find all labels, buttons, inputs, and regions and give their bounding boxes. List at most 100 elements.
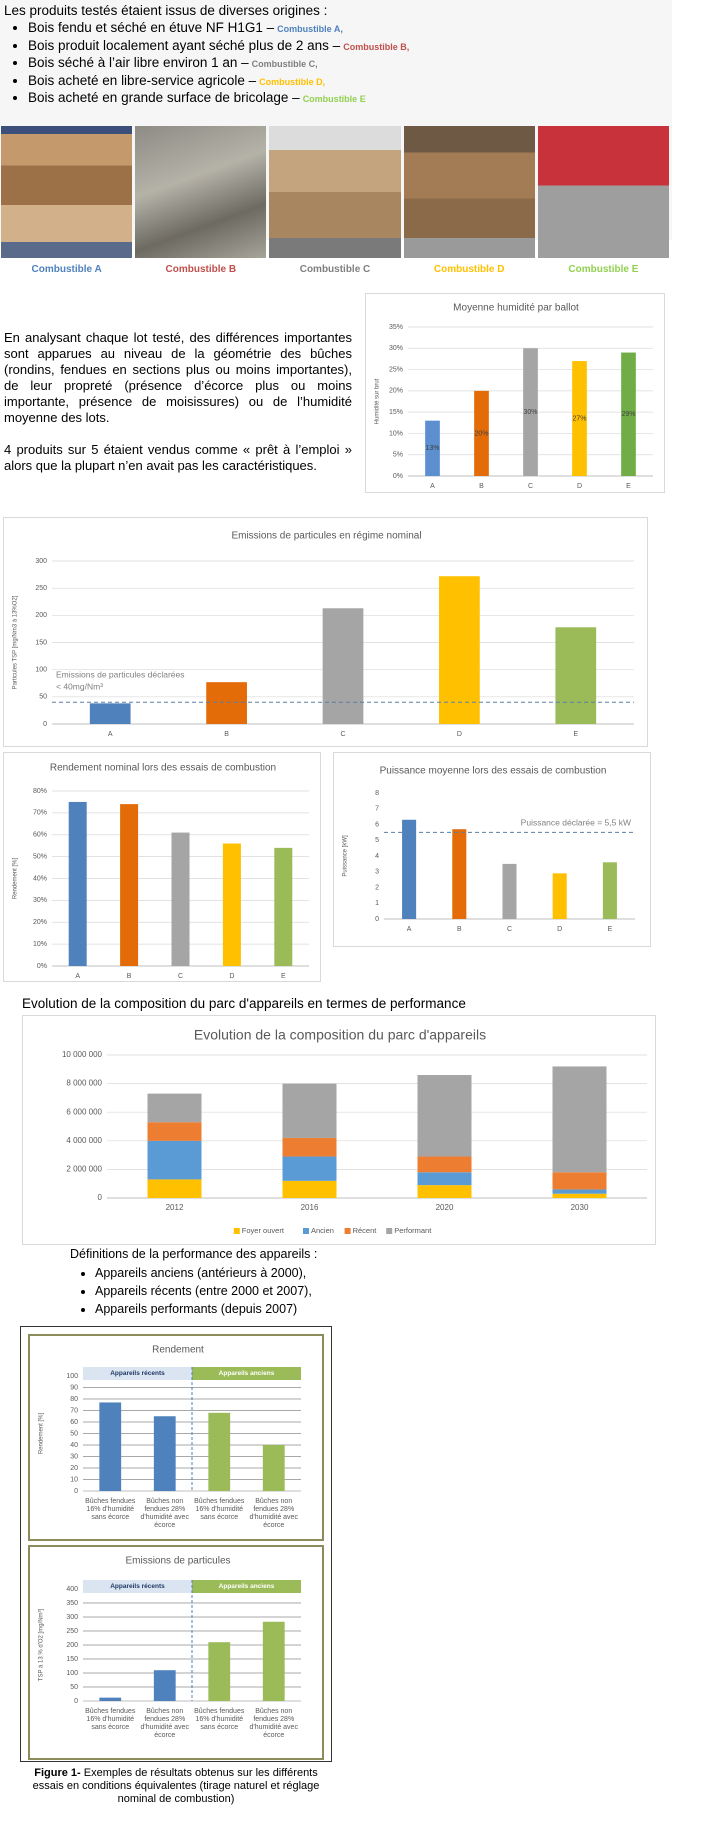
bar-segment (282, 1156, 337, 1181)
bar (171, 832, 190, 966)
chart: Emissions de particules TSP à 13 % d'O2 [… (28, 1545, 324, 1760)
y-tick-label: 20% (33, 919, 47, 926)
y-tick-label: 250 (35, 585, 47, 592)
x-tick-label: Bûches non fendues 28% d'humidité avec écor… (141, 1708, 190, 1739)
y-tick-label: 2 000 000 (66, 1165, 102, 1174)
bar-segment (147, 1179, 202, 1198)
chart-title: Evolution de la composition du parc d'ap… (194, 1027, 486, 1043)
y-tick-label: 8 000 000 (66, 1079, 102, 1088)
bar-segment (282, 1137, 337, 1157)
chart-title: Puissance moyenne lors des essais de com… (380, 766, 607, 777)
section-title: Evolution de la composition du parc d'ap… (22, 996, 466, 1011)
item-text: Bois séché à l’air libre environ 1 an – (28, 55, 249, 71)
item-label: Combustible C, (251, 59, 318, 70)
chart: Rendement nominal lors des essais de com… (3, 752, 321, 982)
group-header (192, 1580, 301, 1593)
chart: Rendement Rendement [%] 0 10 20 30 40 50 60 70 80 9… (28, 1334, 324, 1541)
bar-segment (552, 1066, 607, 1173)
group-label: Appareils récents (110, 1370, 165, 1377)
y-tick-label: 0 (375, 916, 379, 923)
chart-title: Moyenne humidité par ballot (453, 303, 579, 314)
bar (99, 1697, 122, 1701)
y-axis-label: Rendement [%] (39, 1412, 45, 1454)
y-axis-label: Rendement [%] (13, 857, 19, 899)
paragraph: En analysant chaque lot testé, des diffé… (4, 330, 352, 425)
value-label: 29% (621, 411, 635, 418)
list-item: Bois acheté en libre-service agricole –C… (28, 73, 409, 91)
y-tick-label: 20% (389, 388, 403, 395)
legend-swatch (386, 1228, 393, 1234)
y-tick-label: 300 (35, 558, 47, 565)
photo (403, 126, 535, 258)
y-tick-label: 30% (389, 345, 403, 352)
bar (552, 873, 567, 919)
x-tick-label: E (608, 926, 613, 933)
group-label: Appareils anciens (219, 1583, 275, 1590)
y-tick-label: 10% (33, 941, 47, 948)
item-text: Bois produit localement ayant séché plus… (28, 37, 341, 53)
y-tick-label: 350 (66, 1600, 78, 1607)
y-tick-label: 90 (70, 1384, 78, 1391)
legend-label: Performant (394, 1226, 432, 1235)
caption-label: Figure 1- (34, 1767, 81, 1779)
x-tick-label: A (108, 731, 113, 738)
y-tick-label: 15% (389, 409, 403, 416)
bar (99, 1402, 122, 1491)
intro-heading: Les produits testés étaient issus de div… (4, 3, 328, 18)
analysis: En analysant chaque lot testé, des diffé… (4, 330, 352, 490)
x-tick-label: B (479, 483, 484, 490)
x-tick-label: A (430, 483, 435, 490)
x-tick-label: D (577, 483, 582, 490)
x-tick-label: E (573, 731, 578, 738)
x-tick-label: Bûches non fendues 28% d'humidité avec écor… (250, 1708, 299, 1739)
y-tick-label: 3 (375, 869, 379, 876)
bar (322, 608, 364, 724)
value-label: 20% (474, 430, 488, 437)
bar (402, 819, 417, 919)
x-tick-label: D (457, 731, 462, 738)
y-tick-label: 40% (33, 875, 47, 882)
bar-segment (417, 1185, 472, 1198)
chart-title: Rendement nominal lors des essais de com… (50, 763, 276, 774)
list-item: Bois fendu et séché en étuve NF H1G1 –Co… (28, 20, 409, 38)
y-tick-label: 50% (33, 853, 47, 860)
y-tick-label: 5% (393, 452, 403, 459)
item-label: Combustible E (302, 94, 366, 105)
group-label: Appareils anciens (219, 1370, 275, 1377)
photo (269, 126, 401, 258)
y-axis-label: Puissance [kW] (343, 835, 349, 877)
y-tick-label: 0 (98, 1193, 103, 1202)
bar (222, 843, 241, 966)
bar-segment (552, 1193, 607, 1198)
x-tick-label: C (507, 926, 512, 933)
x-tick-label: Bûches non fendues 28% d'humidité avec écor… (250, 1498, 299, 1529)
bar (208, 1412, 231, 1491)
bar (621, 352, 636, 476)
bar (425, 420, 440, 476)
x-tick-label: Bûches fendues 16% d'humidité sans écorce (85, 1708, 136, 1731)
y-tick-label: 0 (74, 1488, 78, 1495)
figure-caption: Figure 1- Exemples de résultats obtenus … (20, 1767, 332, 1806)
legend-swatch (303, 1228, 309, 1234)
y-tick-label: 70 (70, 1407, 78, 1414)
y-tick-label: 60% (33, 832, 47, 839)
x-tick-label: 2016 (301, 1203, 319, 1212)
x-tick-label: E (626, 483, 631, 490)
bar-segment (552, 1189, 607, 1194)
photo-caption: Combustible E (568, 264, 639, 275)
y-tick-label: 400 (66, 1586, 78, 1593)
bar (474, 390, 489, 476)
y-tick-label: 100 (66, 1670, 78, 1677)
bar (439, 576, 480, 724)
y-tick-label: 100 (66, 1373, 78, 1380)
x-tick-label: A (75, 973, 80, 980)
photo (537, 126, 670, 258)
x-tick-label: B (224, 731, 229, 738)
bar (89, 703, 131, 724)
y-tick-label: 6 000 000 (66, 1107, 102, 1116)
item-label: Combustible A, (277, 24, 343, 34)
y-tick-label: 60 (70, 1419, 78, 1426)
y-tick-label: 0% (37, 963, 47, 970)
definitions-list: Appareils anciens (antérieurs à 2000), A… (0, 1264, 312, 1318)
bar-segment (282, 1180, 337, 1198)
